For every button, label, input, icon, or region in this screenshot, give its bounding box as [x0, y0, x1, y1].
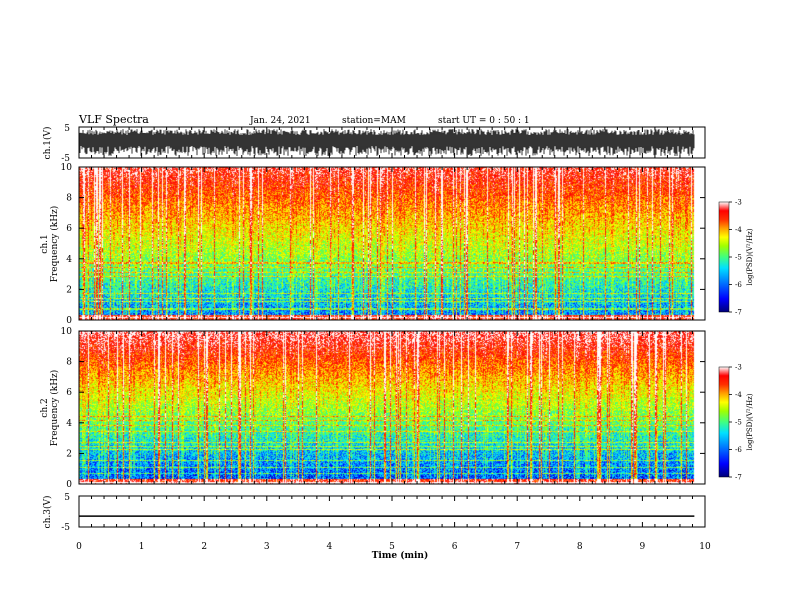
ch2-colorbar: -3 -4 -5 -6 -7 log(PSD)(V²/Hz) — [718, 364, 754, 482]
time-tick-label: 7 — [514, 542, 520, 552]
time-tick-label: 2 — [201, 542, 207, 552]
ch1-colorbar-scale — [718, 201, 730, 313]
ch1-ytick-top: 5 — [64, 124, 70, 134]
colorbar-tick-label: -5 — [735, 254, 742, 262]
colorbar-tick-label: -6 — [735, 446, 742, 454]
time-tick-label: 9 — [640, 542, 646, 552]
colorbar-tick-label: -5 — [735, 419, 742, 427]
colorbar-tick-label: -3 — [735, 364, 742, 372]
ch1-spec-ytick-label: 6 — [66, 224, 72, 234]
time-tick-label: 4 — [327, 542, 333, 552]
ch2-spec-ytick-label: 0 — [66, 480, 72, 490]
time-tick-label: 5 — [389, 542, 395, 552]
time-tick-label: 6 — [452, 542, 458, 552]
colorbar-tick-label: -3 — [735, 199, 742, 207]
colorbar-tick-label: -7 — [735, 474, 742, 482]
station-label: station=MAM — [342, 116, 406, 126]
ch2-spec-ytick-label: 4 — [66, 419, 72, 429]
x-axis-label: Time (min) — [372, 550, 429, 561]
ch1-spec-ytick-label: 2 — [66, 285, 72, 295]
figure-title: VLF Spectra — [78, 113, 149, 126]
ch1-spec-ytick-label: 4 — [66, 255, 72, 265]
ch2-colorbar-label: log(PSD)(V²/Hz) — [746, 393, 754, 450]
ch1-spec-ytick-label: 0 — [66, 316, 72, 326]
ch2-spectrogram-ylabel-line1: ch.2 — [40, 398, 50, 417]
time-tick-label: 3 — [264, 542, 270, 552]
ch2-spec-ytick-label: 2 — [66, 449, 72, 459]
time-tick-label: 10 — [699, 542, 711, 552]
ch2-spec-ytick-label: 8 — [66, 358, 72, 368]
ch2-colorbar-scale — [718, 366, 730, 478]
start-time-label: start UT = 0 : 50 : 1 — [438, 116, 530, 126]
ch1-spec-ytick-label: 8 — [66, 194, 72, 204]
ch1-ylabel: ch.1(V) — [42, 127, 53, 160]
ch2-colorbar-ticks: -3 -4 -5 -6 -7 — [729, 364, 742, 482]
ch1-waveform-path — [79, 129, 695, 156]
colorbar-tick-label: -6 — [735, 281, 742, 289]
ch1-waveform-trace — [79, 129, 695, 156]
date-label: Jan. 24, 2021 — [249, 116, 311, 126]
ch2-spectrogram-yticks: 0 2 4 6 8 10 — [61, 327, 705, 490]
colorbar-tick-label: -7 — [735, 309, 742, 317]
ch3-ytick-top: 5 — [64, 493, 70, 503]
ch2-spec-ytick-label: 10 — [61, 327, 73, 337]
ch3-ytick-bottom: -5 — [61, 523, 70, 533]
time-tick-label: 1 — [139, 542, 145, 552]
ch1-colorbar-ticks: -3 -4 -5 -6 -7 — [729, 199, 742, 317]
ch1-spectrogram-panel: 0 2 4 6 8 10 ch.1 Frequency (kHz) — [40, 163, 706, 326]
ch1-spectrogram-ylabel-line1: ch.1 — [40, 234, 50, 253]
colorbar-tick-label: -4 — [735, 391, 742, 399]
time-tick-label: 8 — [577, 542, 583, 552]
ch1-colorbar: -3 -4 -5 -6 -7 log(PSD)(V²/Hz) — [718, 199, 754, 317]
ch3-ylabel: ch.3(V) — [42, 496, 53, 529]
ch2-spectrogram-panel: 0 2 4 6 8 10 ch.2 Frequency (kHz) — [40, 327, 706, 490]
ch1-spec-ytick-label: 10 — [61, 163, 73, 173]
ch1-spectrogram-yticks: 0 2 4 6 8 10 — [61, 163, 705, 326]
ch2-spectrogram-ylabel-line2: Frequency (kHz) — [49, 370, 60, 447]
ch1-spectrogram-image — [79, 167, 705, 320]
ch2-spec-ytick-label: 6 — [66, 388, 72, 398]
ch1-colorbar-label: log(PSD)(V²/Hz) — [746, 228, 754, 285]
time-axis-ticks: 0 1 2 3 4 5 6 7 8 9 10 — [76, 127, 711, 552]
ch1-spectrogram-ylabel-line2: Frequency (kHz) — [49, 206, 60, 283]
time-tick-label: 0 — [76, 542, 82, 552]
ch1-ytick-bottom: -5 — [61, 154, 70, 164]
colorbar-tick-label: -4 — [735, 226, 742, 234]
ch2-spectrogram-image — [79, 331, 705, 484]
